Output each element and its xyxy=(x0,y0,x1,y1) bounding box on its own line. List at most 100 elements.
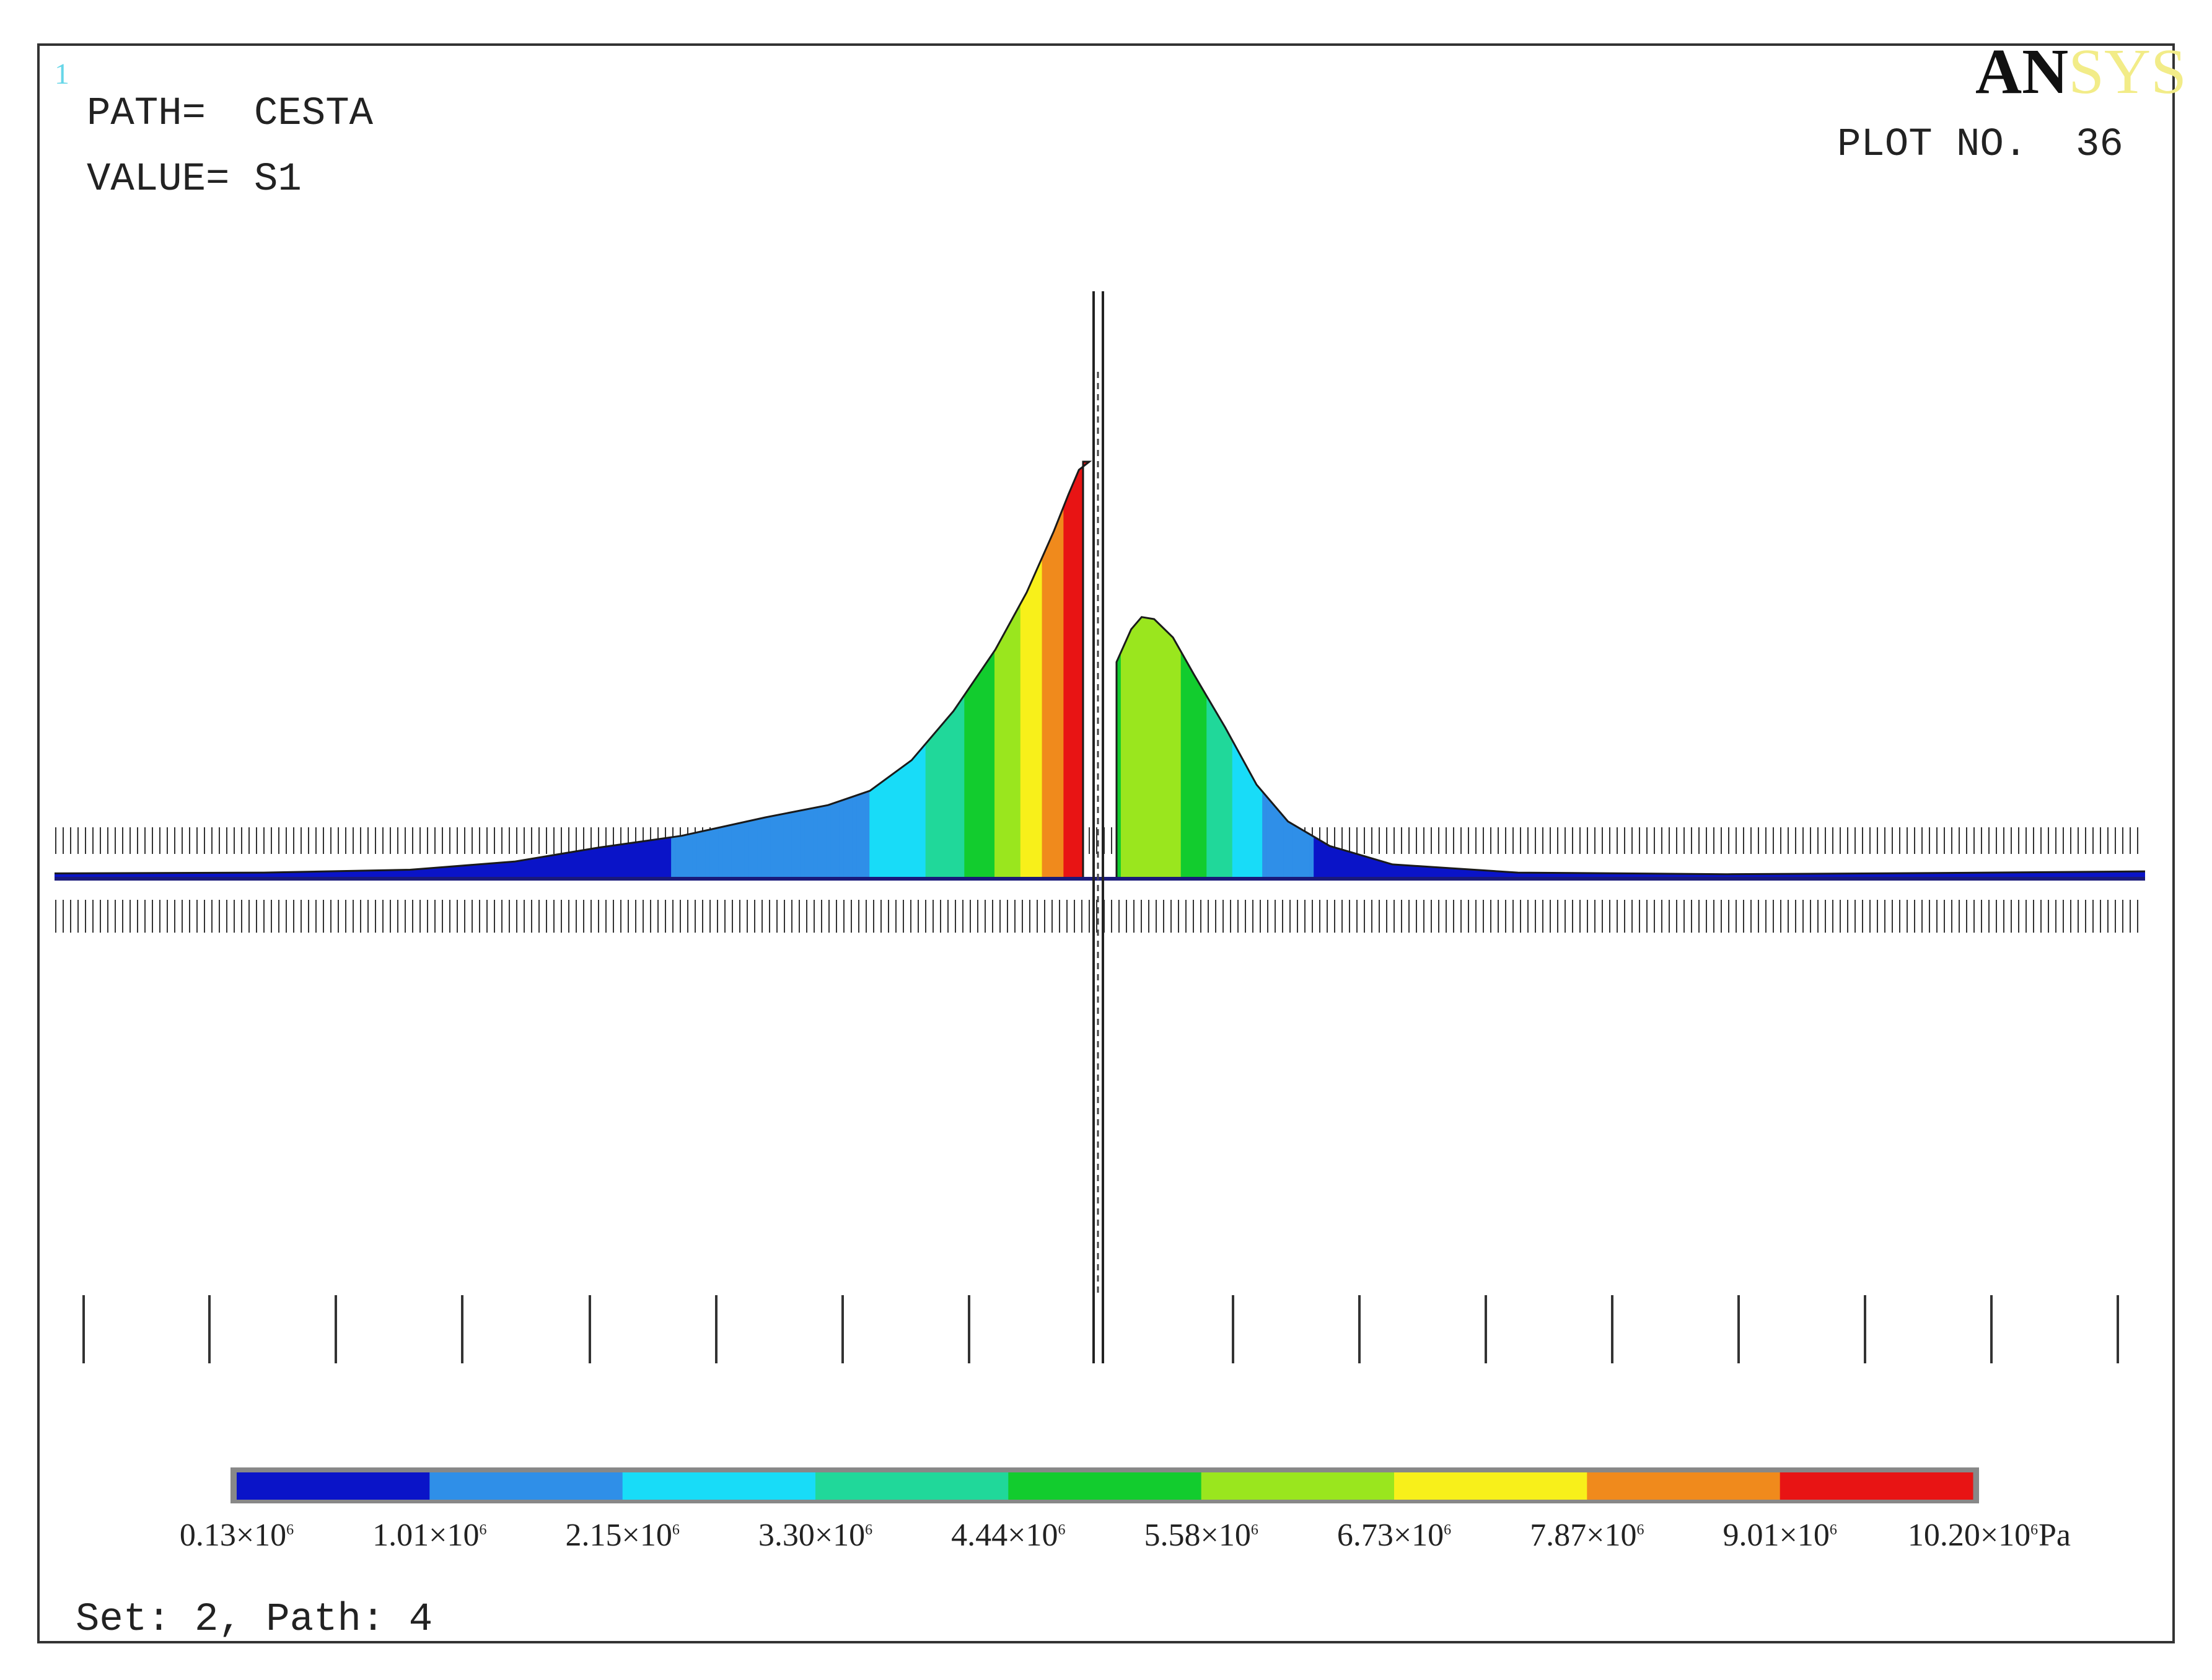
right-band-strip xyxy=(1223,617,1229,879)
path-marker-ticks xyxy=(82,1295,2119,1363)
left-band-strip xyxy=(1033,462,1038,879)
left-profile-outline xyxy=(54,460,1092,879)
right-band-strip xyxy=(1155,617,1160,879)
left-band-strip xyxy=(1068,462,1073,879)
legend-level-mantissa: 9.01×10 xyxy=(1723,1518,1830,1553)
left-band-strip xyxy=(1016,462,1021,879)
legend-labels: 0.13×106 1.01×106 2.15×106 3.30×106 4.44×106… xyxy=(180,1518,2071,1553)
legend-level-exponent: 6 xyxy=(1830,1522,1837,1538)
left-band-strip xyxy=(990,462,995,879)
legend-cell xyxy=(237,1472,430,1500)
legend-level-label: 0.13×106 xyxy=(180,1518,294,1553)
legend-level-exponent: 6 xyxy=(1444,1522,1451,1538)
legend-level-mantissa: 1.01×10 xyxy=(372,1518,479,1553)
legend-level-mantissa: 2.15×10 xyxy=(566,1518,672,1553)
legend-level-exponent: 6 xyxy=(1058,1522,1065,1538)
legend-level-label: 5.58×106 xyxy=(1144,1518,1258,1553)
legend-cell xyxy=(1780,1472,1973,1500)
right-band-strip xyxy=(1227,617,1233,879)
right-band-strip xyxy=(1167,617,1173,879)
left-band-strip xyxy=(1003,462,1008,879)
legend-level-mantissa: 5.58×10 xyxy=(1144,1518,1251,1553)
set-path-label: Set: 2, Path: 4 xyxy=(76,1598,432,1642)
legend-level-mantissa: 4.44×10 xyxy=(951,1518,1058,1553)
legend-cell xyxy=(1587,1472,1781,1500)
left-band-strip xyxy=(981,462,986,879)
ansys-logo-text: ANSYS xyxy=(1975,36,2187,107)
right-band-strip xyxy=(1172,617,1177,879)
legend-level-label: 1.01×106 xyxy=(372,1518,486,1553)
left-band-strip xyxy=(1076,462,1081,879)
right-band-strip xyxy=(1185,617,1190,879)
legend-level-mantissa: 10.20×10 xyxy=(1908,1518,2030,1553)
value-value: S1 xyxy=(254,157,302,202)
legend-cell xyxy=(429,1472,623,1500)
path-label: PATH= xyxy=(87,92,206,136)
contour-legend: 0.13×106 1.01×106 2.15×106 3.30×106 4.44×106… xyxy=(180,1467,2071,1553)
legend-level-exponent: 6 xyxy=(286,1522,294,1538)
right-band-strip xyxy=(1211,617,1216,879)
legend-level-label: 4.44×106 xyxy=(951,1518,1065,1553)
left-band-strip xyxy=(994,462,999,879)
right-band-strip xyxy=(1159,617,1164,879)
legend-level-mantissa: 0.13×10 xyxy=(180,1518,286,1553)
right-band-strip xyxy=(1129,617,1135,879)
right-band-strip xyxy=(1189,617,1195,879)
left-band-strip xyxy=(1029,462,1034,879)
right-band-strip xyxy=(1142,617,1148,879)
left-band-strip xyxy=(1072,462,1077,879)
legend-level-exponent: 6 xyxy=(672,1522,680,1538)
right-band-strip xyxy=(1120,617,1126,879)
right-band-strip xyxy=(1180,617,1186,879)
legend-cell xyxy=(1008,1472,1202,1500)
left-band-strip xyxy=(1020,462,1025,879)
right-band-strip xyxy=(1232,617,1237,879)
legend-level-label: 7.87×106 xyxy=(1530,1518,1644,1553)
right-band-strip xyxy=(1133,617,1139,879)
right-band-strip xyxy=(1219,617,1224,879)
legend-level-label: 3.30×106 xyxy=(758,1518,872,1553)
left-band-strip xyxy=(1042,462,1047,879)
legend-cells xyxy=(237,1472,1973,1500)
left-band-strip xyxy=(998,462,1004,879)
left-band-strip xyxy=(1046,462,1051,879)
legend-level-exponent: 6 xyxy=(1636,1522,1644,1538)
legend-cell xyxy=(1394,1472,1587,1500)
right-band-strip xyxy=(1125,617,1130,879)
right-band-strip xyxy=(1202,617,1207,879)
legend-level-exponent: 6 xyxy=(479,1522,486,1538)
left-band-strip xyxy=(1055,462,1060,879)
right-band-strip xyxy=(1215,617,1220,879)
right-band-strip xyxy=(1206,617,1211,879)
left-band-strip xyxy=(1037,462,1043,879)
legend-level-exponent: 6 xyxy=(2030,1522,2038,1538)
right-band-strip xyxy=(1117,617,1121,879)
legend-cell xyxy=(815,1472,1009,1500)
window-number: 1 xyxy=(55,58,69,90)
plot-frame xyxy=(37,43,2175,1643)
path-value: CESTA xyxy=(254,92,374,136)
legend-level-label: 10.20×106 xyxy=(1908,1518,2038,1553)
legend-unit: Pa xyxy=(2039,1518,2071,1553)
right-band-strip xyxy=(1151,617,1156,879)
plot-no-label: PLOT NO. xyxy=(1837,123,2027,167)
left-band-strip xyxy=(1011,462,1017,879)
right-profile-outline xyxy=(1115,616,2146,879)
right-band-strip xyxy=(1164,617,1169,879)
legend-level-label: 2.15×106 xyxy=(566,1518,680,1553)
right-band-strip xyxy=(1193,617,1199,879)
right-band-strip xyxy=(1176,617,1182,879)
legend-level-mantissa: 3.30×10 xyxy=(758,1518,865,1553)
left-band-strip xyxy=(1059,462,1064,879)
left-band-strip xyxy=(1063,462,1068,879)
right-band-strip xyxy=(1138,617,1143,879)
left-band-strip xyxy=(1050,462,1056,879)
legend-level-label: 9.01×106 xyxy=(1723,1518,1837,1553)
right-band-strip xyxy=(1198,617,1203,879)
legend-level-mantissa: 6.73×10 xyxy=(1337,1518,1444,1553)
legend-level-mantissa: 7.87×10 xyxy=(1530,1518,1636,1553)
left-band-strip xyxy=(1007,462,1012,879)
legend-cell xyxy=(622,1472,816,1500)
